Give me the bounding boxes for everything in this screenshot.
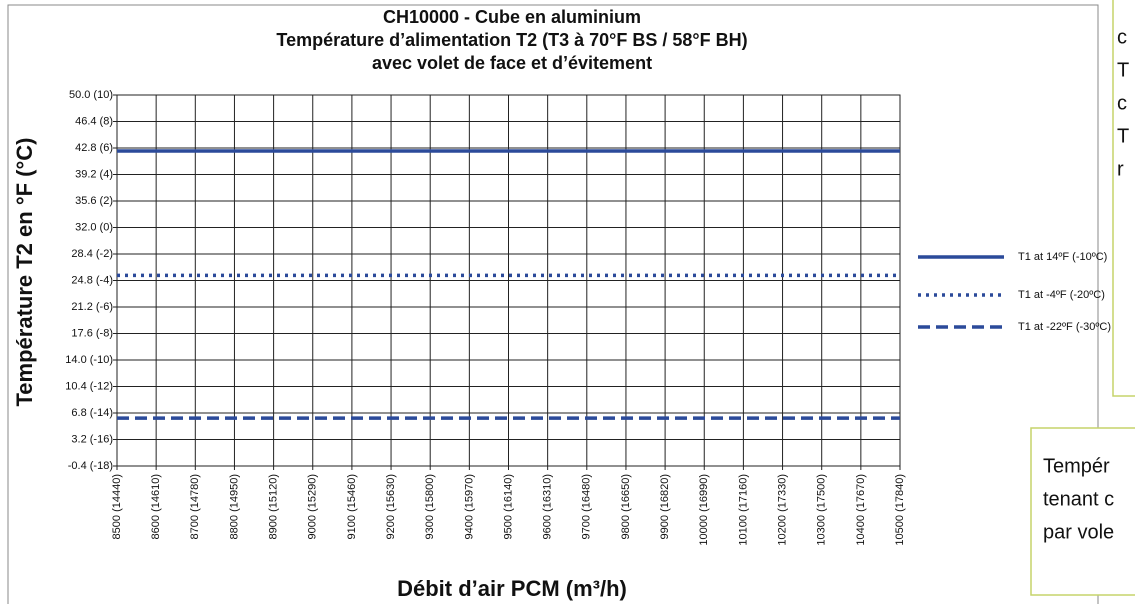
note-text: par vole — [1043, 521, 1114, 543]
x-tick-label: 9600 (16310) — [542, 474, 554, 539]
note-box — [1030, 427, 1135, 596]
y-tick-label: 24.8 (-4) — [71, 274, 113, 286]
note-text: c — [1117, 92, 1127, 114]
y-tick-label: 6.8 (-14) — [71, 407, 113, 419]
note-text: T — [1117, 125, 1129, 147]
x-tick-label: 10300 (17500) — [816, 474, 828, 546]
y-tick-label: 42.8 (6) — [75, 142, 113, 154]
y-tick-label: 46.4 (8) — [75, 115, 113, 127]
x-tick-label: 9500 (16140) — [502, 474, 514, 539]
chart-title: avec volet de face et d’évitement — [372, 53, 652, 73]
x-tick-label: 8500 (14440) — [111, 474, 123, 539]
x-tick-label: 10000 (16990) — [698, 474, 710, 546]
x-axis-label: Débit d’air PCM (m³/h) — [397, 576, 627, 601]
x-tick-label: 9000 (15290) — [307, 474, 319, 539]
y-tick-label: 35.6 (2) — [75, 195, 113, 207]
y-tick-label: 14.0 (-10) — [65, 354, 113, 366]
note-text: r — [1117, 158, 1124, 180]
x-tick-label: 9800 (16650) — [620, 474, 632, 539]
x-tick-label: 8800 (14950) — [228, 474, 240, 539]
note-text: T — [1117, 59, 1129, 81]
y-tick-label: 39.2 (4) — [75, 168, 113, 180]
y-tick-label: 10.4 (-12) — [65, 380, 113, 392]
chart-title: Température d’alimentation T2 (T3 à 70°F… — [276, 30, 747, 50]
y-tick-label: 50.0 (10) — [69, 89, 113, 101]
x-tick-label: 9700 (16480) — [581, 474, 593, 539]
legend-label: T1 at -22ºF (-30ºC) — [1018, 321, 1111, 333]
chart-frame — [7, 4, 1099, 604]
x-tick-label: 9200 (15630) — [385, 474, 397, 539]
x-tick-label: 8900 (15120) — [268, 474, 280, 539]
x-tick-label: 8700 (14780) — [189, 474, 201, 539]
legend-label: T1 at -4ºF (-20ºC) — [1018, 289, 1105, 301]
x-tick-label: 9900 (16820) — [659, 474, 671, 539]
x-tick-label: 10100 (17160) — [737, 474, 749, 546]
note-text: c — [1117, 26, 1127, 48]
y-tick-label: 3.2 (-16) — [71, 433, 113, 445]
y-tick-label: 17.6 (-8) — [71, 327, 113, 339]
chart-title: CH10000 - Cube en aluminium — [383, 7, 641, 27]
x-tick-label: 8600 (14610) — [150, 474, 162, 539]
x-tick-label: 9100 (15460) — [346, 474, 358, 539]
y-tick-label: 32.0 (0) — [75, 221, 113, 233]
legend-label: T1 at 14ºF (-10ºC) — [1018, 251, 1107, 263]
note-text: Tempér — [1043, 455, 1110, 477]
x-tick-label: 10500 (17840) — [894, 474, 906, 546]
y-tick-label: 28.4 (-2) — [71, 248, 113, 260]
x-tick-label: 10200 (17330) — [776, 474, 788, 546]
x-tick-label: 9300 (15800) — [424, 474, 436, 539]
y-tick-label: -0.4 (-18) — [68, 460, 113, 472]
note-box — [1112, 0, 1135, 397]
note-text: tenant c — [1043, 488, 1114, 510]
y-tick-label: 21.2 (-6) — [71, 301, 113, 313]
x-tick-label: 9400 (15970) — [463, 474, 475, 539]
y-axis-label: Température T2 en °F (°C) — [12, 137, 37, 406]
x-tick-label: 10400 (17670) — [855, 474, 867, 546]
